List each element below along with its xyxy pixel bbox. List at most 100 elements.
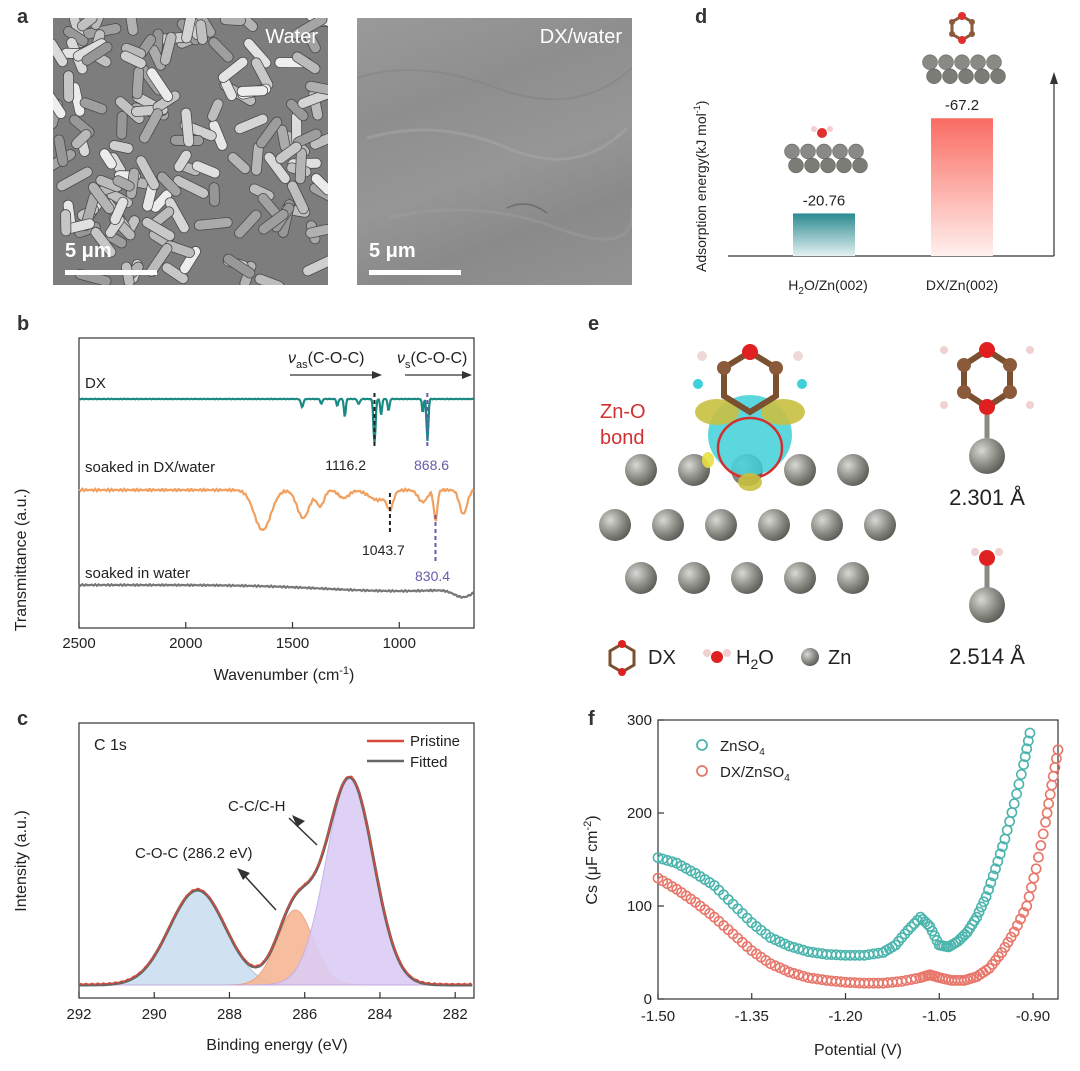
sem-image-dx-water: DX/water 5 μm xyxy=(357,18,632,285)
f-point xyxy=(1019,751,1031,763)
sem-rod xyxy=(156,171,182,197)
zn-atom xyxy=(986,54,1002,70)
d-bar-dx-zn xyxy=(931,118,993,257)
sem-rod xyxy=(135,155,160,191)
f-legend-dx-znso4-marker xyxy=(696,765,708,777)
f-ticks xyxy=(657,719,1034,1000)
f-point xyxy=(1011,920,1023,931)
sem-rod xyxy=(305,224,328,239)
sem-rod xyxy=(53,134,69,167)
panel-c-chart: Intensity (a.u.) C 1s Pristine Fitted C-… xyxy=(13,722,475,1054)
sem-rod xyxy=(193,217,233,231)
b-x-tick-2500: 2500 xyxy=(62,635,95,652)
f-point xyxy=(783,940,795,952)
c-x-tick-292: 292 xyxy=(66,1006,91,1023)
d-category-dx: DX/Zn(002) xyxy=(926,277,998,293)
f-point xyxy=(983,884,994,896)
f-point xyxy=(1040,816,1051,828)
f-point xyxy=(783,966,795,978)
sem-label-water: Water xyxy=(265,26,318,48)
d-value-dx: -67.2 xyxy=(945,97,979,114)
f-point xyxy=(1008,926,1020,938)
f-point xyxy=(1013,778,1025,790)
panel-label-d: d xyxy=(695,6,708,28)
f-point xyxy=(973,906,985,918)
zn-atom xyxy=(954,54,970,70)
sem-rod xyxy=(90,18,107,30)
c-x-label: Binding energy (eV) xyxy=(206,1037,347,1054)
b-spectrum-soaked-water xyxy=(78,582,475,599)
d-value-h2o: -20.76 xyxy=(803,192,846,209)
sem-rod xyxy=(181,18,197,44)
sem-rod xyxy=(172,175,209,199)
f-x-tick-2: -1.35 xyxy=(735,1008,769,1025)
f-legend-znso4: ZnSO4 xyxy=(720,738,765,758)
sem-rod xyxy=(208,182,220,207)
e-legend-zn-icon xyxy=(801,648,819,666)
sem-rod xyxy=(254,273,285,285)
f-point xyxy=(662,854,673,866)
sem-rod xyxy=(108,140,134,154)
f-point xyxy=(1043,798,1054,810)
b-y-label: Transmittance (a.u.) xyxy=(13,489,30,632)
sem-rod xyxy=(173,149,192,173)
f-point xyxy=(1035,840,1047,851)
sem-rod xyxy=(81,41,113,66)
c-x-tick-284: 284 xyxy=(367,1006,392,1023)
sem-rod xyxy=(120,50,147,69)
scale-bar-dx-water xyxy=(369,270,461,275)
sem-rod xyxy=(234,209,262,239)
f-point xyxy=(1022,735,1034,747)
b-x-tick-1500: 1500 xyxy=(276,635,309,652)
f-point xyxy=(1052,744,1064,756)
b-series-label-soaked-dx: soaked in DX/water xyxy=(85,459,215,476)
sem-rod xyxy=(191,160,221,179)
e-distance-dx: 2.301 Å xyxy=(949,485,1025,510)
zn-atom xyxy=(938,54,954,70)
c-annot-ccch-arrow xyxy=(288,817,318,846)
zn-atom xyxy=(625,562,657,594)
panel-f-chart: Cs (μF cm-2) Potential (V) -1.50 -1.35 -… xyxy=(582,712,1064,1059)
f-point xyxy=(652,852,664,863)
f-point xyxy=(1005,931,1017,943)
sem-rod xyxy=(305,80,328,97)
e-distance-h2o: 2.514 Å xyxy=(949,644,1025,669)
zn-atom xyxy=(678,454,710,486)
d-y-arrow-head xyxy=(1050,72,1058,84)
f-point xyxy=(1046,779,1058,791)
f-x-tick-5: -0.90 xyxy=(1016,1008,1050,1025)
sem-label-dx-water: DX/water xyxy=(539,26,622,48)
sem-rod xyxy=(63,70,75,103)
f-x-tick-1: -1.50 xyxy=(641,1008,675,1025)
f-x-tick-4: -1.05 xyxy=(922,1008,956,1025)
sem-rod xyxy=(263,151,291,184)
f-point xyxy=(793,943,804,955)
f-point xyxy=(997,841,1008,852)
sem-rod xyxy=(179,246,201,274)
sem-rod xyxy=(243,38,272,69)
sem-rods-texture xyxy=(53,18,328,285)
panel-b-chart: 2500 2000 1500 1000 Wavenumber (cm-1) Tr… xyxy=(13,337,475,684)
sem-rod xyxy=(234,113,269,135)
sem-rod xyxy=(275,141,302,165)
zn-atom xyxy=(784,562,816,594)
f-point xyxy=(1037,828,1049,840)
sem-rod xyxy=(116,110,128,140)
zn-atom xyxy=(832,143,848,160)
f-point xyxy=(1004,816,1015,827)
f-x-tick-3: -1.20 xyxy=(828,1008,862,1025)
b-series-label-soaked-water: soaked in water xyxy=(85,565,190,582)
b-spectrum-dx xyxy=(78,397,475,444)
sem-rod xyxy=(227,152,251,175)
f-point xyxy=(1015,769,1027,780)
zn-atom xyxy=(800,143,816,160)
sem-rod xyxy=(99,148,117,170)
zn-atom xyxy=(852,157,868,174)
sem-smooth-texture xyxy=(357,67,632,241)
zn-atom xyxy=(820,157,836,174)
zn-atom xyxy=(837,454,869,486)
e-bond-label-line1: Zn-O xyxy=(600,401,646,423)
f-point xyxy=(1028,872,1040,884)
d-h2o-zn-slab-icon xyxy=(784,126,868,174)
f-point xyxy=(980,891,992,903)
